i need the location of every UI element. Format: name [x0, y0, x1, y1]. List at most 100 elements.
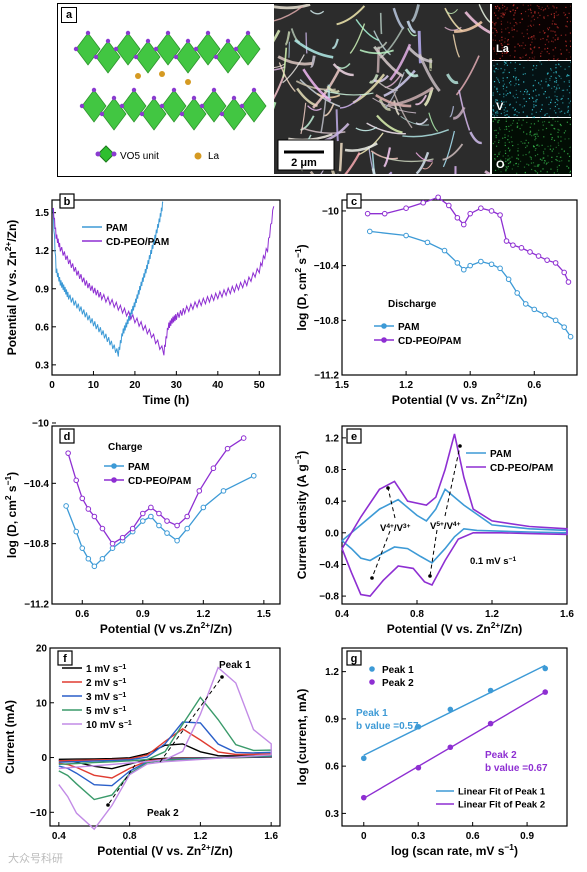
data-point [360, 755, 367, 762]
arrow-head [370, 576, 374, 580]
data-point [79, 545, 86, 551]
sem-fiber [407, 27, 417, 37]
eds-dot [531, 109, 534, 111]
sem-fiber [309, 9, 325, 15]
eds-dot [532, 84, 535, 86]
eds-dot [523, 98, 525, 100]
eds-dot [530, 20, 532, 22]
eds-dot [564, 112, 566, 114]
eds-dot [503, 61, 506, 63]
sem-fiber [428, 112, 439, 132]
eds-dot [561, 148, 563, 150]
eds-dot [560, 136, 562, 138]
eds-dot [550, 13, 553, 15]
y-tick-label: 0.8 [325, 465, 339, 476]
eds-dot [532, 146, 535, 148]
eds-dot [497, 78, 499, 80]
eds-dot [505, 28, 507, 30]
data-point [360, 794, 367, 801]
eds-dot [553, 139, 556, 142]
eds-dot [524, 10, 527, 13]
sem-fiber [335, 109, 339, 142]
eds-dot [511, 141, 513, 143]
eds-dot [566, 89, 568, 91]
x-tick-label: 1.5 [335, 380, 349, 391]
eds-dot [553, 13, 555, 15]
x-tick-label: 0.8 [123, 831, 137, 842]
eds-dot [498, 153, 500, 155]
eds-dot [546, 39, 548, 41]
plot-frame [51, 199, 281, 376]
eds-dot [517, 147, 519, 150]
data-point [447, 706, 454, 713]
plot-frame [341, 199, 578, 376]
sem-fiber [373, 74, 389, 83]
y-axis-label: Potential (V vs. Zn2+/Zn) [3, 220, 19, 356]
eds-dot [531, 16, 533, 18]
eds-dot [502, 12, 504, 14]
eds-dot [515, 163, 517, 165]
eds-dot [516, 122, 518, 124]
eds-dot [551, 124, 554, 126]
eds-dot [538, 24, 541, 26]
eds-dot [506, 7, 508, 9]
eds-dot [560, 156, 562, 158]
eds-dot [492, 27, 494, 29]
data-point [435, 194, 441, 201]
eds-dot [502, 72, 504, 74]
eds-dot [530, 25, 532, 27]
eds-dot [559, 111, 561, 113]
eds-dot [512, 144, 514, 147]
eds-dot [522, 73, 524, 75]
eds-dot [528, 164, 530, 166]
eds-dot [544, 148, 546, 150]
annotation-peak-1: Peak 1 [219, 660, 251, 671]
annotation-peak-2: Peak 2 [147, 808, 179, 819]
legend-label: 10 mV s−1 [86, 720, 132, 732]
eds-dot [550, 75, 552, 78]
eds-dot [551, 40, 553, 42]
sem-fiber [309, 170, 315, 174]
eds-dot [492, 113, 494, 115]
eds-dot [542, 124, 544, 126]
eds-dot [516, 126, 519, 128]
y-tick-label: 1.2 [325, 667, 339, 678]
crystal-structure-illustration: VO5 unit La [58, 4, 273, 174]
eds-dot [495, 111, 497, 114]
eds-dot [501, 31, 503, 33]
eds-dot [568, 160, 570, 162]
eds-dot [501, 39, 503, 41]
sem-fiber [446, 8, 458, 15]
eds-dot [568, 66, 570, 68]
sem-fiber [301, 127, 346, 134]
eds-dot [513, 56, 516, 58]
sem-fiber [320, 96, 327, 134]
sem-fiber [442, 143, 464, 161]
sem-fiber [274, 66, 286, 71]
eds-dot [507, 155, 509, 157]
eds-dot [567, 111, 569, 113]
eds-dot [513, 4, 515, 6]
eds-dot [556, 88, 558, 90]
eds-dot [508, 43, 510, 45]
eds-dot [517, 154, 519, 156]
eds-dot [501, 47, 503, 49]
eds-dot [499, 129, 501, 131]
eds-dot [547, 47, 549, 49]
eds-dot [565, 41, 567, 43]
oxygen-atom [193, 46, 199, 52]
sem-fiber [376, 114, 403, 134]
eds-dot [533, 35, 535, 37]
x-tick-label: 0.9 [136, 609, 150, 620]
eds-dot [540, 63, 543, 65]
eds-dot [551, 138, 553, 141]
sem-fiber [389, 43, 412, 81]
data-point [454, 214, 461, 221]
eds-dot [540, 8, 542, 10]
eds-dot [504, 61, 506, 64]
eds-dot [514, 113, 516, 116]
eds-dot [526, 121, 528, 124]
legend-marker [381, 323, 387, 329]
eds-dot [513, 14, 515, 16]
eds-dot [540, 38, 542, 40]
